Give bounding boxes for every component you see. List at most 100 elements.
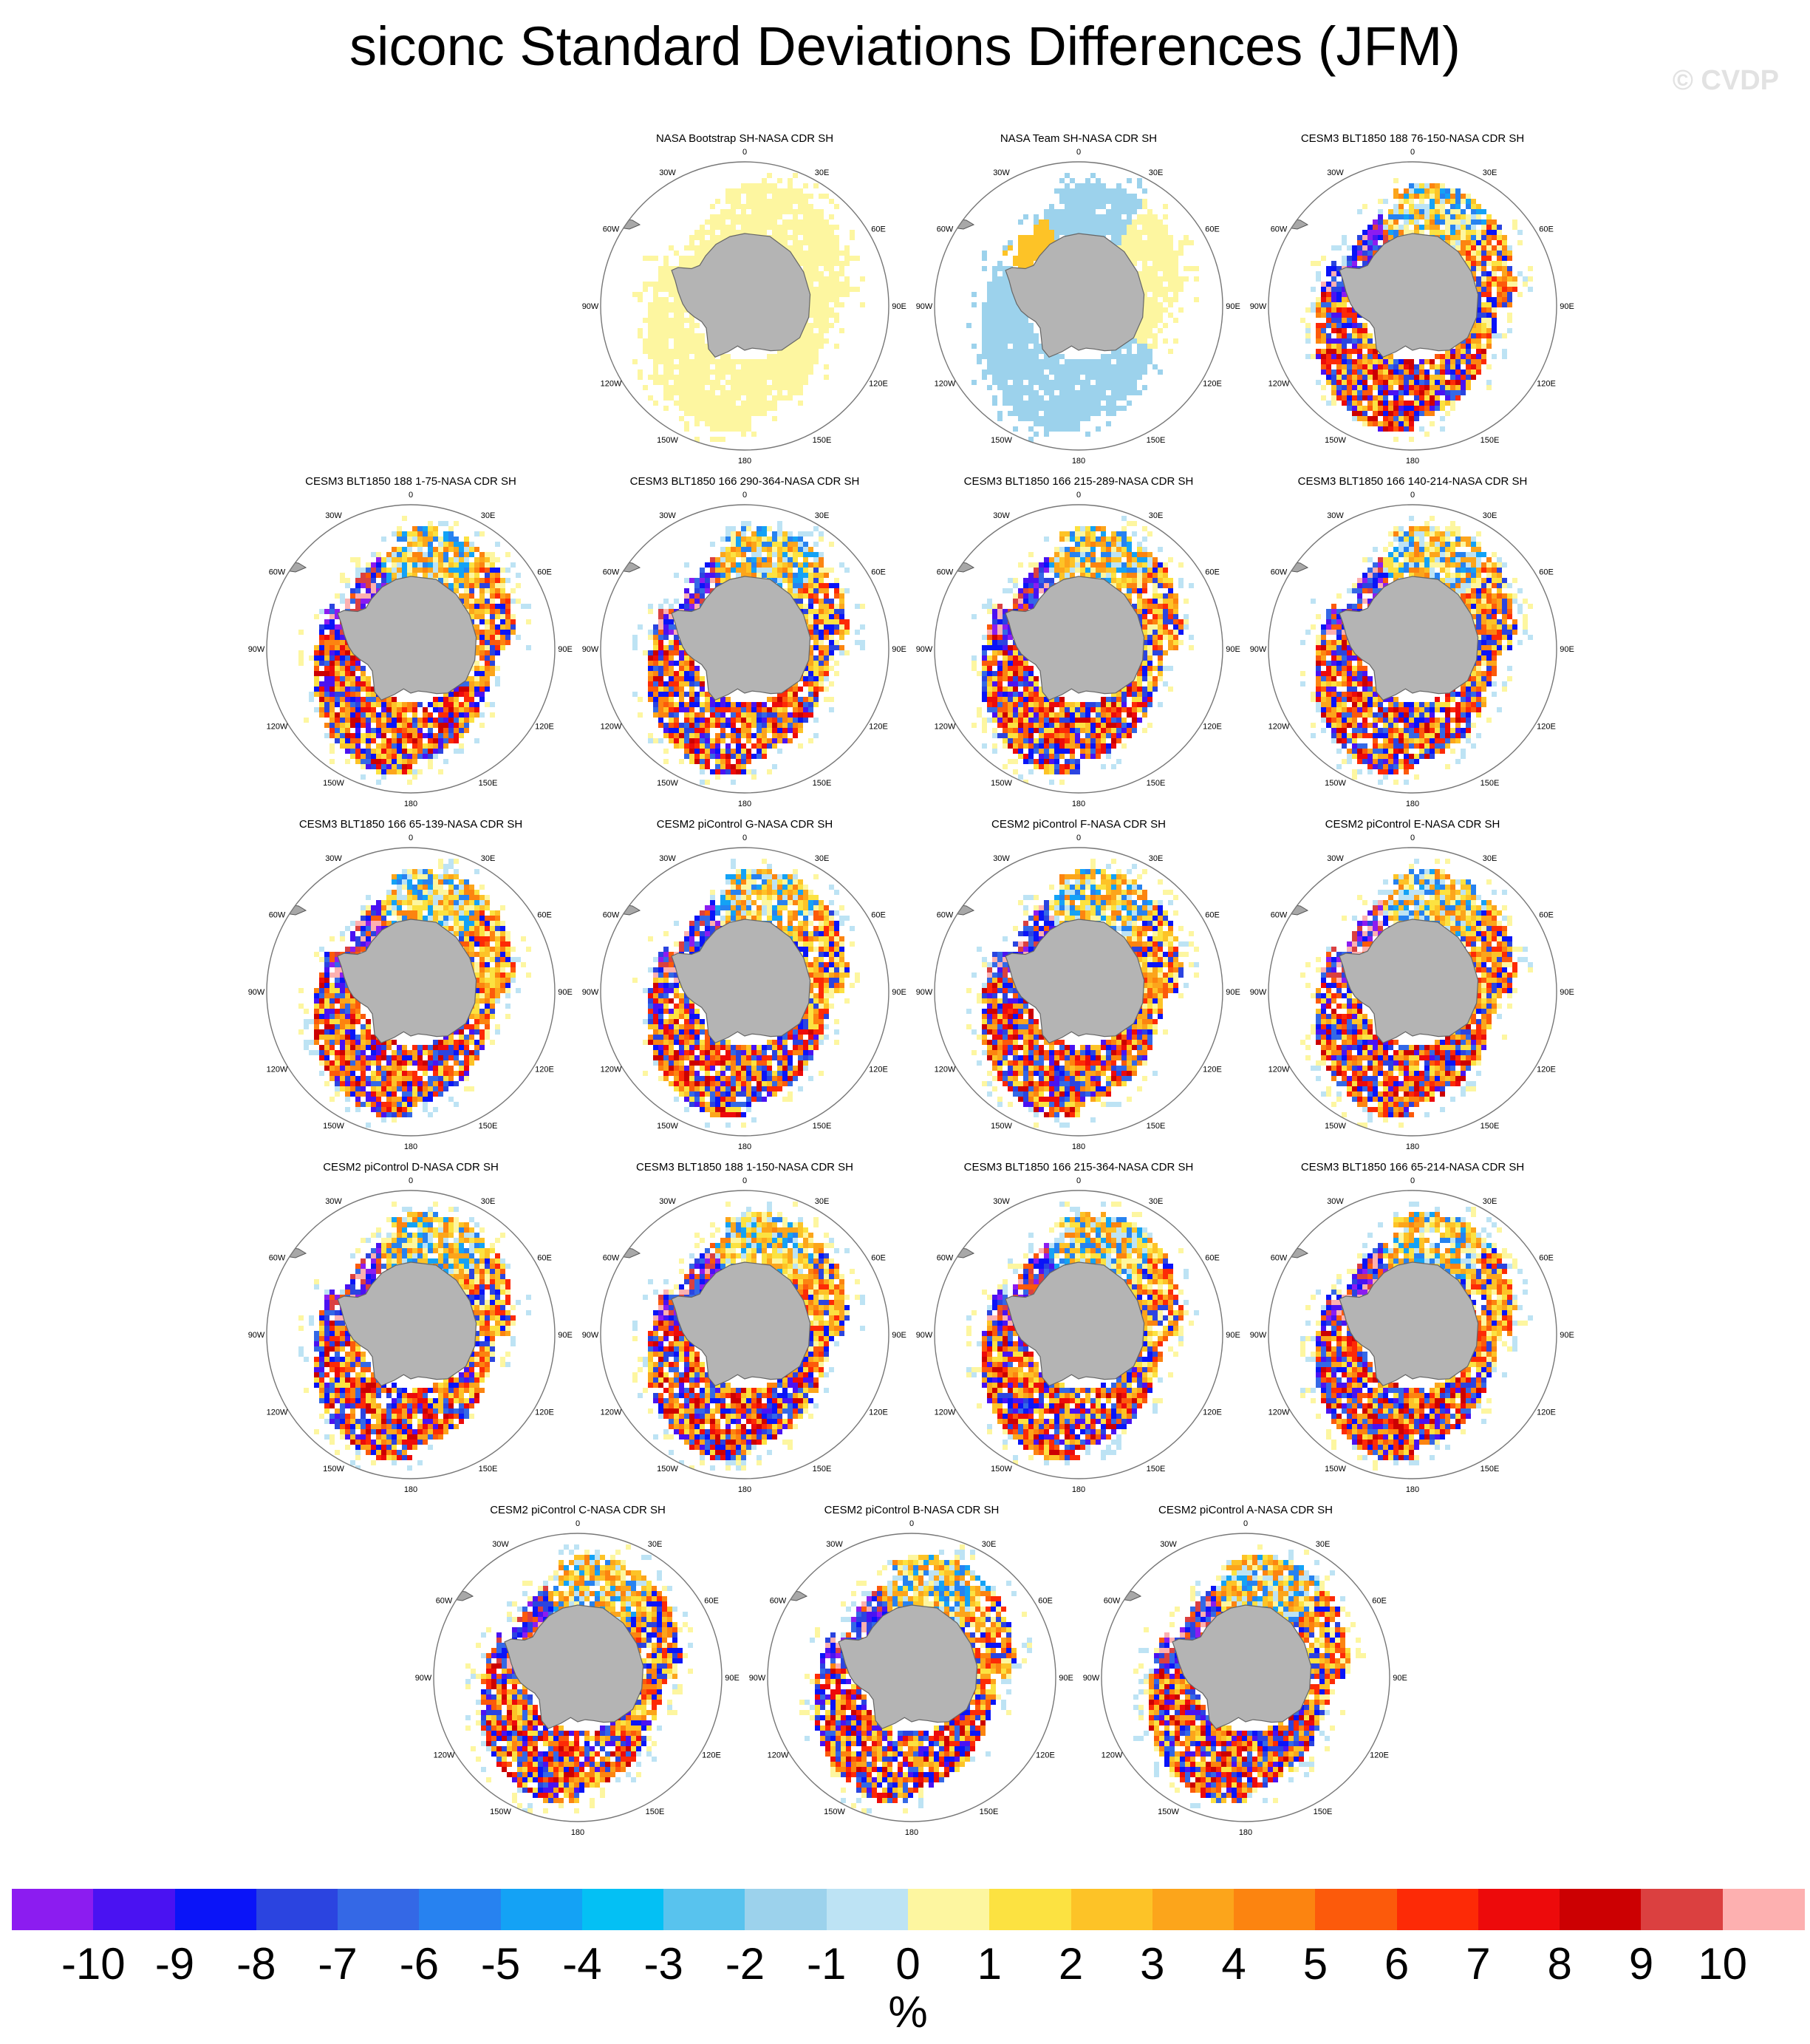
ice-cell <box>669 671 674 676</box>
ice-cell <box>720 214 725 219</box>
ice-cell <box>1152 240 1158 245</box>
ice-cell <box>751 718 757 723</box>
ice-cell <box>1492 313 1497 318</box>
ice-cell <box>386 743 392 749</box>
ice-cell <box>694 583 700 588</box>
ice-cell <box>1003 338 1008 344</box>
ice-cell <box>798 380 803 385</box>
ice-cell <box>454 568 459 573</box>
ice-cell <box>658 609 663 614</box>
ice-cell <box>1331 292 1336 297</box>
ice-cell <box>1388 426 1393 432</box>
ice-cell <box>392 769 397 774</box>
ice-cell <box>855 256 860 261</box>
ice-cell <box>658 328 663 333</box>
ice-cell <box>340 650 345 655</box>
ice-cell <box>479 640 485 645</box>
ice-cell <box>757 718 762 723</box>
ice-cell <box>1013 359 1018 364</box>
ice-cell <box>366 599 371 604</box>
ice-cell <box>824 375 829 380</box>
ice-cell <box>720 209 725 214</box>
ice-cell <box>751 557 757 562</box>
ice-cell <box>705 344 710 349</box>
ice-cell <box>658 266 663 271</box>
ice-cell <box>423 536 428 542</box>
ice-cell <box>808 609 813 614</box>
ice-cell <box>1450 235 1455 240</box>
ice-cell <box>1096 385 1101 390</box>
ice-cell <box>1023 411 1028 416</box>
ice-cell <box>819 531 824 536</box>
ice-cell <box>1152 251 1158 256</box>
ice-cell <box>741 707 746 712</box>
ice-cell <box>1008 245 1013 251</box>
ice-cell <box>1163 323 1168 328</box>
ice-cell <box>376 749 381 754</box>
ice-cell <box>1419 426 1424 432</box>
ice-cell <box>417 547 423 552</box>
ice-cell <box>1059 219 1065 225</box>
ice-cell <box>314 661 319 666</box>
ice-cell <box>839 609 844 614</box>
ice-cell <box>1065 406 1070 411</box>
ice-cell <box>669 266 674 271</box>
ice-cell <box>1070 390 1075 395</box>
ice-cell <box>1528 287 1533 292</box>
ice-cell <box>1502 276 1507 282</box>
ice-cell <box>992 364 997 369</box>
ice-cell <box>669 323 674 328</box>
ice-cell <box>653 333 658 338</box>
ice-cell <box>1523 282 1528 287</box>
ice-cell <box>824 338 829 344</box>
ice-cell <box>1075 395 1080 401</box>
ice-cell <box>1455 380 1461 385</box>
ice-cell <box>772 375 777 380</box>
ice-cell <box>335 640 340 645</box>
ice-cell <box>710 359 715 364</box>
ice-cell <box>1075 194 1080 199</box>
ice-cell <box>1481 287 1486 292</box>
ice-cell <box>813 183 819 188</box>
ice-cell <box>813 297 819 302</box>
ice-cell <box>808 578 813 583</box>
ice-cell <box>834 604 839 609</box>
ice-cell <box>1336 364 1342 369</box>
ice-cell <box>1013 385 1018 390</box>
ice-cell <box>438 723 443 728</box>
ice-cell <box>1168 266 1173 271</box>
ice-cell <box>1142 287 1147 292</box>
ice-cell <box>757 401 762 406</box>
ice-cell <box>684 364 689 369</box>
ice-cell <box>1430 194 1435 199</box>
ice-cell <box>392 707 397 712</box>
ice-cell <box>997 354 1003 359</box>
ice-cell <box>397 562 402 568</box>
ice-cell <box>459 542 464 547</box>
longitude-label: 120W <box>267 723 288 732</box>
ice-cell <box>844 568 850 573</box>
page-title: siconc Standard Deviations Differences (… <box>349 16 1461 77</box>
ice-cell <box>1445 349 1450 354</box>
ice-cell <box>1373 364 1378 369</box>
ice-cell <box>674 251 679 256</box>
ice-cell <box>736 562 741 568</box>
ice-cell <box>694 604 700 609</box>
ice-cell <box>1347 390 1352 395</box>
ice-cell <box>700 245 705 251</box>
ice-cell <box>725 697 731 702</box>
ice-cell <box>1168 282 1173 287</box>
ice-cell <box>1326 349 1331 354</box>
ice-cell <box>1147 245 1152 251</box>
ice-cell <box>366 718 371 723</box>
ice-cell <box>1409 385 1414 390</box>
ice-cell <box>731 390 736 395</box>
ice-cell <box>433 536 438 542</box>
ice-cell <box>314 676 319 681</box>
ice-cell <box>1137 251 1142 256</box>
ice-cell <box>1028 364 1034 369</box>
ice-cell <box>824 697 829 702</box>
ice-cell <box>824 604 829 609</box>
ice-cell <box>1106 395 1111 401</box>
ice-cell <box>653 681 658 687</box>
